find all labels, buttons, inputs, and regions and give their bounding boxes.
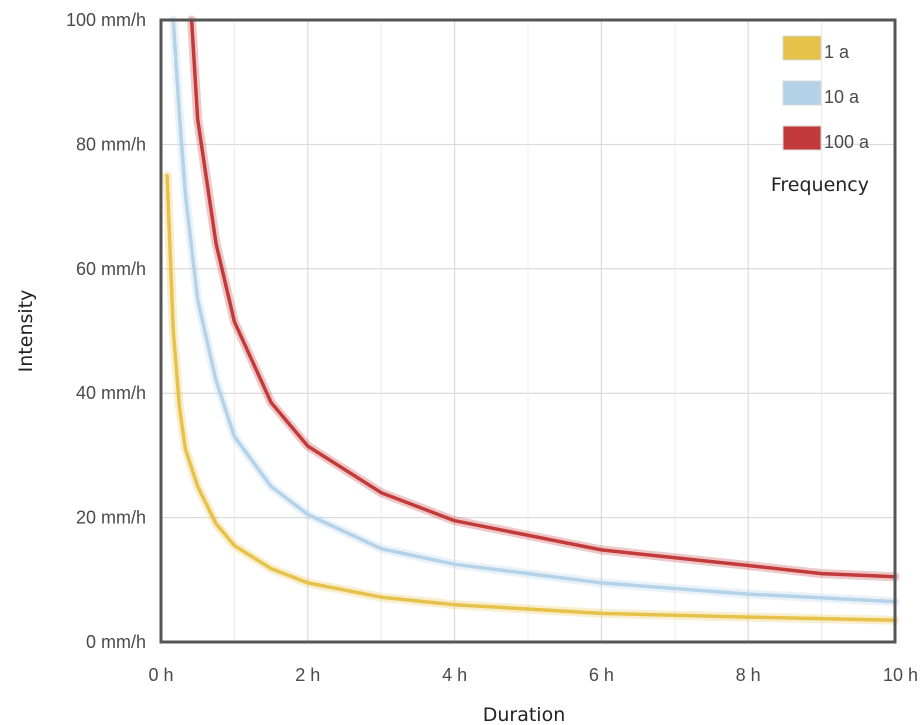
legend-label-1: 10 a xyxy=(824,87,860,107)
y-tick-label-4: 80 mm/h xyxy=(76,134,146,154)
x-axis-title: Duration xyxy=(483,704,566,725)
legend-items: 1 a 10 a 100 a xyxy=(782,35,870,152)
series-line-0 xyxy=(165,173,897,622)
x-axis-ticks: 0 h 2 h 4 h 6 h 8 h 10 h xyxy=(148,665,918,685)
legend-swatch-0 xyxy=(782,35,822,61)
grid-lines xyxy=(161,20,895,642)
series-line-2 xyxy=(189,18,897,579)
y-tick-label-2: 40 mm/h xyxy=(76,383,146,403)
legend-label-0: 1 a xyxy=(824,42,850,62)
series-lines xyxy=(162,15,900,625)
plot-frame xyxy=(159,18,897,644)
legend-swatch-1 xyxy=(782,80,822,106)
x-tick-label-1: 2 h xyxy=(295,665,320,685)
series-line-1 xyxy=(171,18,897,604)
y-axis-ticks: 0 mm/h 20 mm/h 40 mm/h 60 mm/h 80 mm/h 100 mm… xyxy=(66,10,146,652)
legend-title: Frequency xyxy=(771,174,869,196)
legend: 1 a 10 a 100 a Frequency xyxy=(771,35,870,196)
x-tick-label-3: 6 h xyxy=(589,665,614,685)
y-tick-label-1: 20 mm/h xyxy=(76,508,146,528)
x-tick-label-5: 10 h xyxy=(883,665,918,685)
x-tick-label-0: 0 h xyxy=(148,665,173,685)
y-tick-label-0: 0 mm/h xyxy=(86,632,146,652)
x-tick-label-4: 8 h xyxy=(736,665,761,685)
legend-swatch-2 xyxy=(782,125,822,151)
legend-label-2: 100 a xyxy=(824,132,870,152)
y-tick-label-5: 100 mm/h xyxy=(66,10,146,30)
y-axis-title: Intensity xyxy=(15,290,37,373)
x-tick-label-2: 4 h xyxy=(442,665,467,685)
y-tick-label-3: 60 mm/h xyxy=(76,259,146,279)
